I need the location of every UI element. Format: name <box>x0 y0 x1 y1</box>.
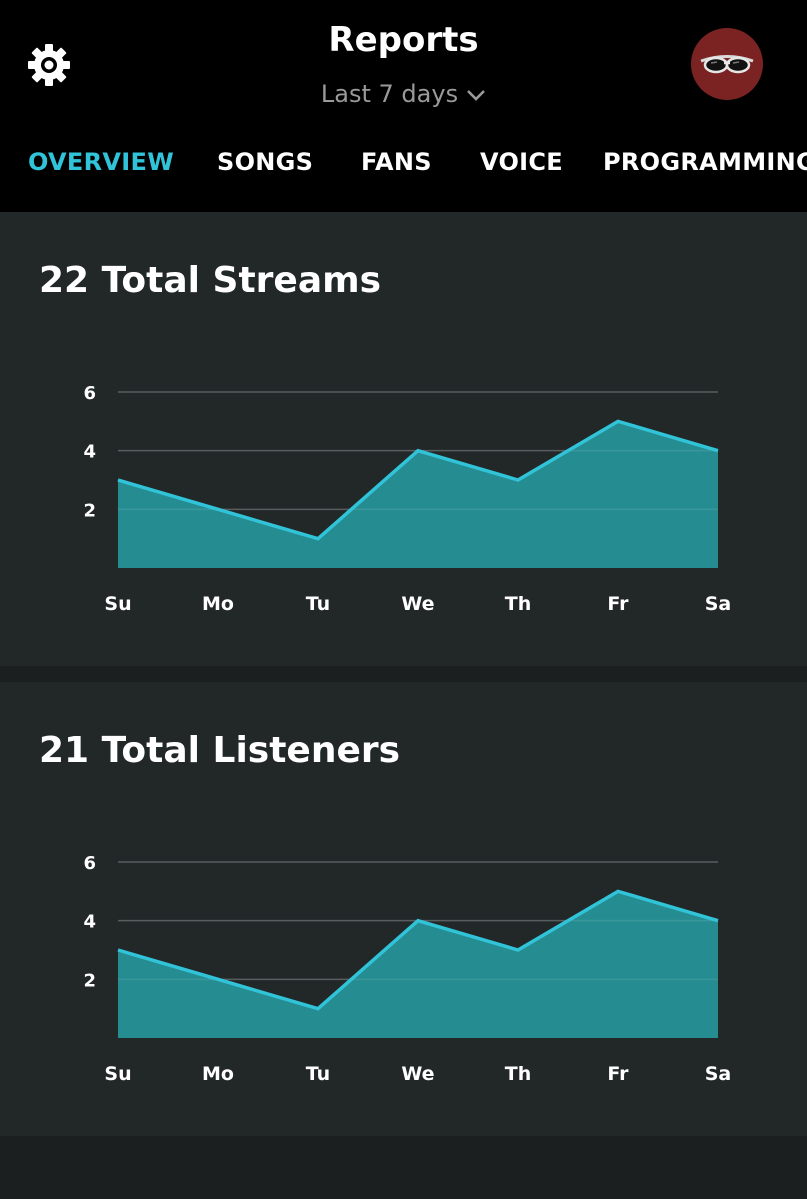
y-tick-label: 2 <box>83 500 96 521</box>
listeners-card: 21 Total Listeners 2 4 6 Su Mo Tu We Th Fr Sa <box>0 682 807 1136</box>
x-tick-label: Th <box>505 593 532 615</box>
streams-title: 22 Total Streams <box>39 260 382 301</box>
app-header: Reports Last 7 days OVERVIEW SONGS FANS … <box>0 0 807 212</box>
gear-icon[interactable] <box>26 42 72 88</box>
date-range-label: Last 7 days <box>320 80 459 108</box>
y-tick-label: 4 <box>83 912 96 933</box>
x-tick-label: We <box>401 1063 434 1085</box>
avatar[interactable] <box>691 28 763 100</box>
y-tick-label: 6 <box>83 853 96 874</box>
area-fill <box>118 421 718 568</box>
x-tick-label: Mo <box>202 593 234 615</box>
x-tick-label: Sa <box>705 593 732 615</box>
x-tick-label: Tu <box>306 1063 330 1085</box>
x-tick-label: Su <box>104 593 131 615</box>
x-tick-label: Tu <box>306 593 330 615</box>
tab-programming[interactable]: PROGRAMMING <box>603 148 807 176</box>
x-tick-label: Mo <box>202 1063 234 1085</box>
streams-card: 22 Total Streams 2 4 6 Su Mo Tu We Th Fr Sa <box>0 212 807 666</box>
tab-voice[interactable]: VOICE <box>480 148 563 176</box>
y-tick-label: 6 <box>83 383 96 404</box>
listeners-chart: 2 4 6 Su Mo Tu We Th Fr Sa <box>83 853 732 1085</box>
x-tick-label: Fr <box>607 1063 629 1085</box>
x-tick-label: We <box>401 593 434 615</box>
listeners-title: 21 Total Listeners <box>39 730 401 771</box>
y-tick-label: 4 <box>83 442 96 463</box>
tab-fans[interactable]: FANS <box>361 148 432 176</box>
x-tick-label: Su <box>104 1063 131 1085</box>
date-range-dropdown[interactable]: Last 7 days <box>0 80 807 108</box>
chevron-down-icon <box>467 90 485 101</box>
y-tick-label: 2 <box>83 970 96 991</box>
x-tick-label: Fr <box>607 593 629 615</box>
sunglasses-icon <box>700 55 754 74</box>
x-tick-label: Th <box>505 1063 532 1085</box>
tab-songs[interactable]: SONGS <box>217 148 314 176</box>
x-tick-label: Sa <box>705 1063 732 1085</box>
page-title: Reports <box>328 20 479 60</box>
area-fill <box>118 891 718 1038</box>
tab-overview[interactable]: OVERVIEW <box>28 148 174 176</box>
streams-chart: 2 4 6 Su Mo Tu We Th Fr Sa <box>83 383 732 615</box>
